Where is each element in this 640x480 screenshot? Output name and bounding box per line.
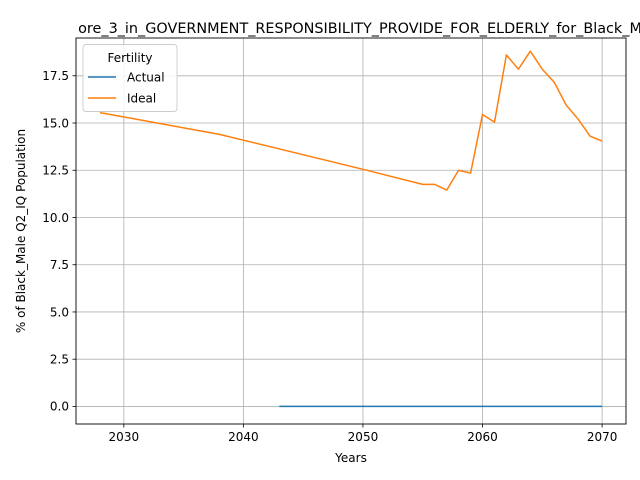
- y-tick-label: 7.5: [50, 258, 69, 272]
- legend-title: Fertility: [107, 51, 152, 65]
- y-tick-label: 15.0: [42, 116, 69, 130]
- x-axis: 2030 2040 2050 2060 2070: [109, 424, 618, 444]
- y-tick-label: 5.0: [50, 305, 69, 319]
- legend-label-actual: Actual: [127, 70, 165, 84]
- y-tick-label: 17.5: [42, 69, 69, 83]
- y-axis: 0.0 2.5 5.0 7.5 10.0 12.5 15.0 17.5: [42, 69, 76, 414]
- legend-label-ideal: Ideal: [127, 91, 156, 105]
- plot-frame: [75, 37, 627, 425]
- y-tick-label: 12.5: [42, 164, 69, 178]
- y-tick-label: 10.0: [42, 211, 69, 225]
- y-axis-label: % of Black_Male Q2_IQ Population: [14, 129, 28, 333]
- chart-title: ore_3_in_GOVERNMENT_RESPONSIBILITY_PROVI…: [78, 21, 640, 37]
- x-tick-label: 2060: [467, 430, 498, 444]
- legend-box: [82, 44, 178, 112]
- x-tick-label: 2050: [348, 430, 379, 444]
- x-tick-label: 2030: [109, 430, 140, 444]
- x-axis-label: Years: [334, 451, 367, 465]
- x-tick-label: 2070: [587, 430, 618, 444]
- y-tick-label: 0.0: [50, 400, 69, 414]
- y-tick-label: 2.5: [50, 352, 69, 366]
- legend: Fertility Actual Ideal: [82, 44, 178, 112]
- series-line-ideal: [99, 50, 603, 191]
- x-tick-label: 2040: [228, 430, 259, 444]
- series-lines: [99, 50, 603, 408]
